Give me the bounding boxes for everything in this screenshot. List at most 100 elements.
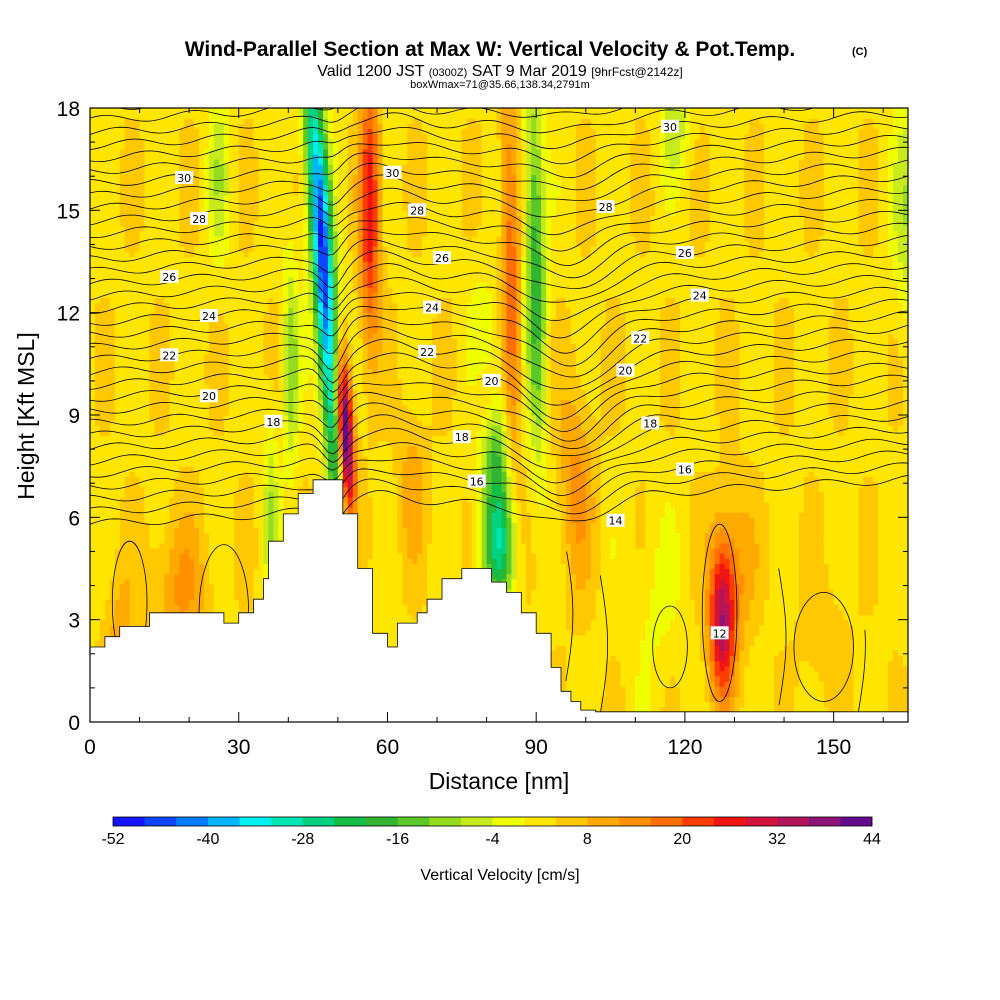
- velocity-cell: [288, 175, 294, 181]
- velocity-cell: [125, 584, 131, 590]
- velocity-cell: [115, 118, 121, 124]
- velocity-cell: [95, 328, 101, 334]
- velocity-cell: [105, 354, 111, 360]
- velocity-cell: [184, 415, 190, 421]
- velocity-cell: [249, 297, 255, 303]
- velocity-cell: [125, 589, 131, 595]
- velocity-cell: [214, 256, 220, 262]
- velocity-cell: [244, 359, 250, 365]
- velocity-cell: [239, 200, 245, 206]
- velocity-cell: [140, 492, 146, 498]
- velocity-cell: [204, 415, 210, 421]
- velocity-cell: [105, 134, 111, 140]
- velocity-cell: [214, 231, 220, 237]
- velocity-cell: [249, 195, 255, 201]
- velocity-cell: [125, 609, 131, 615]
- velocity-cell: [204, 180, 210, 186]
- velocity-cell: [90, 589, 96, 595]
- velocity-cell: [110, 328, 116, 334]
- velocity-cell: [174, 563, 180, 569]
- velocity-cell: [234, 512, 240, 518]
- velocity-cell: [259, 267, 265, 273]
- velocity-cell: [264, 277, 270, 283]
- velocity-cell: [268, 262, 274, 268]
- velocity-cell: [244, 522, 250, 528]
- velocity-cell: [189, 354, 195, 360]
- velocity-cell: [283, 231, 289, 237]
- velocity-cell: [199, 528, 205, 534]
- velocity-cell: [90, 395, 96, 401]
- velocity-cell: [90, 620, 96, 626]
- velocity-cell: [288, 466, 294, 472]
- velocity-cell: [229, 615, 235, 621]
- velocity-cell: [125, 425, 131, 431]
- velocity-cell: [100, 574, 106, 580]
- velocity-cell: [224, 241, 230, 247]
- velocity-cell: [125, 159, 131, 165]
- velocity-cell: [204, 164, 210, 170]
- velocity-cell: [209, 497, 215, 503]
- velocity-cell: [234, 236, 240, 242]
- velocity-cell: [268, 487, 274, 493]
- velocity-cell: [100, 620, 106, 626]
- velocity-cell: [154, 313, 160, 319]
- velocity-cell: [120, 134, 126, 140]
- velocity-cell: [120, 615, 126, 621]
- velocity-cell: [224, 287, 230, 293]
- velocity-cell: [105, 169, 111, 175]
- velocity-cell: [219, 487, 225, 493]
- velocity-cell: [278, 389, 284, 395]
- velocity-cell: [194, 492, 200, 498]
- velocity-cell: [145, 190, 151, 196]
- velocity-cell: [90, 185, 96, 191]
- velocity-cell: [130, 512, 136, 518]
- velocity-cell: [194, 579, 200, 585]
- velocity-cell: [90, 343, 96, 349]
- velocity-cell: [244, 466, 250, 472]
- velocity-cell: [169, 405, 175, 411]
- velocity-cell: [130, 487, 136, 493]
- velocity-cell: [234, 313, 240, 319]
- velocity-cell: [234, 574, 240, 580]
- velocity-cell: [264, 164, 270, 170]
- velocity-cell: [105, 630, 111, 636]
- velocity-cell: [189, 159, 195, 165]
- velocity-cell: [209, 323, 215, 329]
- velocity-cell: [184, 267, 190, 273]
- velocity-cell: [169, 323, 175, 329]
- velocity-cell: [224, 615, 230, 621]
- velocity-cell: [283, 164, 289, 170]
- velocity-cell: [194, 313, 200, 319]
- velocity-cell: [179, 548, 185, 554]
- velocity-cell: [120, 522, 126, 528]
- velocity-cell: [189, 522, 195, 528]
- velocity-cell: [194, 205, 200, 211]
- velocity-cell: [293, 389, 299, 395]
- velocity-cell: [189, 236, 195, 242]
- velocity-cell: [120, 435, 126, 441]
- velocity-cell: [229, 594, 235, 600]
- velocity-cell: [229, 128, 235, 134]
- velocity-cell: [268, 282, 274, 288]
- velocity-cell: [229, 282, 235, 288]
- velocity-cell: [214, 210, 220, 216]
- velocity-cell: [110, 154, 116, 160]
- velocity-cell: [273, 226, 279, 232]
- velocity-cell: [264, 522, 270, 528]
- velocity-cell: [199, 149, 205, 155]
- velocity-cell: [229, 313, 235, 319]
- velocity-cell: [273, 446, 279, 452]
- velocity-cell: [278, 384, 284, 390]
- velocity-cell: [125, 492, 131, 498]
- velocity-cell: [120, 389, 126, 395]
- velocity-cell: [140, 589, 146, 595]
- velocity-cell: [214, 175, 220, 181]
- velocity-cell: [234, 379, 240, 385]
- velocity-cell: [184, 528, 190, 534]
- velocity-cell: [268, 384, 274, 390]
- velocity-cell: [278, 348, 284, 354]
- velocity-cell: [259, 502, 265, 508]
- velocity-cell: [244, 195, 250, 201]
- velocity-cell: [184, 282, 190, 288]
- velocity-cell: [283, 456, 289, 462]
